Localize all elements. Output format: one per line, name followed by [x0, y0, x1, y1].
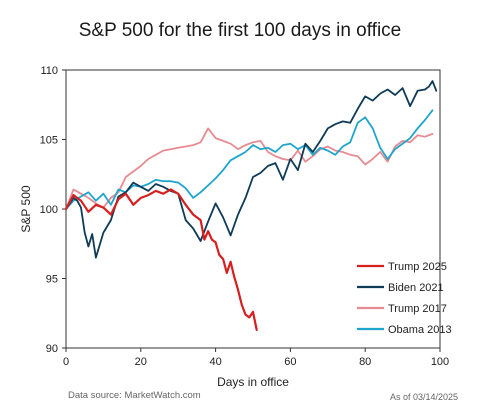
y-tick-label: 105 — [40, 135, 58, 147]
source-note: Data source: MarketWatch.com — [68, 390, 201, 401]
legend-label: Trump 2017 — [388, 303, 447, 315]
x-tick-label: 100 — [431, 356, 449, 368]
legend-label: Trump 2025 — [388, 261, 447, 273]
axis-labels: 0 20 40 60 80 100 90 95 100 105 110 Days in office S… — [19, 65, 449, 389]
x-tick-label: 60 — [284, 356, 296, 368]
series-lines — [64, 80, 438, 331]
series-line-biden-2021 — [65, 80, 438, 259]
x-tick-label: 80 — [359, 356, 371, 368]
series-line-trump-2017 — [65, 127, 434, 210]
y-tick-label: 95 — [46, 274, 58, 286]
series-line-trump-2025 — [64, 188, 258, 331]
plot-frame — [65, 69, 441, 349]
date-note: As of 03/14/2025 — [389, 392, 458, 402]
y-tick-label: 100 — [40, 204, 58, 216]
legend-label: Biden 2021 — [388, 282, 444, 294]
y-tick-label: 90 — [46, 343, 58, 355]
x-tick-label: 40 — [209, 356, 221, 368]
legend-label: Obama 2013 — [388, 324, 452, 336]
y-axis-title: S&P 500 — [19, 185, 33, 232]
legend: Trump 2025 Biden 2021 Trump 2017 Obama 2013 — [357, 261, 452, 336]
axes — [62, 69, 441, 352]
y-tick-label: 110 — [40, 65, 58, 77]
x-tick-label: 0 — [63, 356, 69, 368]
x-tick-label: 20 — [135, 356, 147, 368]
x-axis-title: Days in office — [217, 375, 289, 389]
chart-title: S&P 500 for the first 100 days in office — [78, 20, 402, 41]
